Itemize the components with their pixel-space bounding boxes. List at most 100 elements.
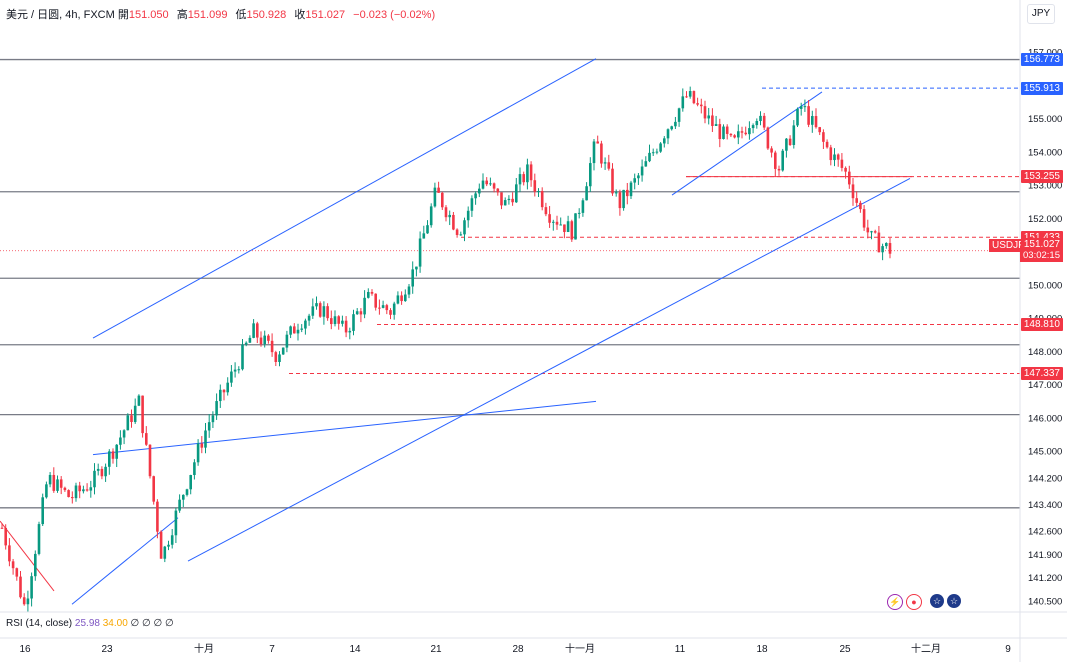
candle-body	[429, 206, 433, 226]
candle-body	[444, 207, 448, 218]
candle-body	[167, 544, 170, 547]
currency-button[interactable]: JPY	[1027, 4, 1055, 24]
candle-body	[93, 470, 96, 488]
candle-body	[389, 310, 392, 315]
low-value: 150.928	[246, 9, 287, 21]
candle-body	[67, 490, 70, 498]
candle-body	[870, 231, 873, 233]
candle-body	[37, 524, 41, 554]
y-tick-label: 148.000	[1028, 347, 1062, 358]
y-tick-label: 144.200	[1028, 473, 1062, 484]
candle-body	[881, 246, 884, 253]
candle-body	[196, 443, 200, 463]
candle-body	[570, 221, 574, 240]
candle-body	[681, 96, 685, 109]
candle-body	[611, 168, 614, 194]
candle-body	[407, 286, 411, 295]
candle-body	[500, 192, 503, 206]
candle-body	[259, 337, 263, 345]
candle-body	[452, 214, 455, 230]
candle-body	[540, 191, 544, 208]
x-tick-label: 23	[101, 644, 113, 655]
candle-body	[626, 189, 629, 197]
candle-body	[522, 174, 525, 183]
candle-body	[15, 568, 19, 577]
candle-body	[381, 305, 385, 308]
candle-body	[589, 163, 592, 187]
candle-body	[56, 479, 59, 491]
candle-body	[492, 183, 496, 189]
candle-body	[0, 527, 4, 529]
close-label: 收	[294, 9, 306, 21]
x-tick-label: 18	[756, 644, 768, 655]
candle-body	[422, 233, 426, 239]
y-tick-label: 154.000	[1028, 147, 1062, 158]
candle-body	[711, 115, 714, 126]
candle-body	[233, 369, 237, 372]
candle-body	[448, 214, 451, 218]
candle-body	[796, 108, 799, 126]
candle-body	[296, 329, 300, 334]
us-flag-icon[interactable]: ☆	[930, 594, 944, 608]
record-icon[interactable]: ●	[906, 594, 922, 610]
candle-body	[289, 326, 292, 335]
candle-body	[48, 474, 52, 485]
candle-body	[474, 193, 477, 199]
candle-body	[533, 180, 537, 192]
x-tick-label: 十一月	[565, 642, 595, 655]
candle-body	[714, 124, 718, 126]
candle-body	[677, 108, 681, 122]
candle-body	[700, 104, 703, 107]
candle-body	[274, 352, 278, 362]
candle-body	[848, 171, 851, 185]
trend-lines	[0, 58, 911, 605]
candle-body	[19, 576, 22, 598]
candle-body	[226, 382, 229, 393]
candle-body	[411, 269, 414, 287]
x-tick-label: 11	[675, 644, 686, 655]
close-value: 151.027	[305, 9, 346, 21]
candle-body	[115, 444, 118, 459]
candle-body	[618, 192, 622, 209]
y-tick-label: 141.200	[1028, 573, 1062, 584]
x-tick-label: 21	[430, 644, 442, 655]
candle-body	[685, 96, 688, 98]
candle-body	[344, 320, 348, 333]
candle-body	[178, 499, 181, 511]
us-flag-icon[interactable]: ☆	[947, 594, 961, 608]
candle-body	[133, 405, 137, 423]
candle-body	[71, 497, 74, 499]
candle-body	[666, 129, 670, 139]
candle-body	[248, 337, 252, 343]
y-tick-label: 152.000	[1028, 214, 1062, 225]
candle-body	[529, 164, 533, 181]
candle-body	[814, 116, 818, 128]
candle-body	[622, 189, 625, 209]
candle-body	[285, 334, 289, 348]
trend-line	[0, 520, 55, 592]
trend-line	[671, 91, 823, 196]
symbol-label[interactable]: 美元 / 日圆, 4h, FXCM	[6, 9, 115, 21]
low-label: 低	[235, 9, 247, 21]
candle-body	[400, 295, 403, 302]
candle-body	[108, 451, 111, 467]
open-value: 151.050	[128, 9, 169, 21]
x-tick-label: 9	[1005, 644, 1011, 655]
candle-body	[348, 330, 352, 333]
candle-body	[307, 315, 311, 321]
candle-body	[222, 389, 226, 393]
candle-body	[130, 415, 133, 423]
candle-body	[459, 234, 463, 236]
candle-body	[762, 115, 766, 128]
candle-body	[326, 306, 329, 319]
candle-body	[633, 178, 636, 183]
candle-body	[89, 487, 93, 491]
rsi-legend[interactable]: RSI (14, close) 25.98 34.00 ∅ ∅ ∅ ∅	[6, 618, 174, 629]
candle-body	[330, 318, 333, 325]
candle-body	[318, 303, 322, 317]
candle-body	[174, 510, 178, 536]
candle-body	[300, 328, 303, 330]
candle-body	[873, 231, 877, 233]
lightning-icon[interactable]: ⚡	[887, 594, 903, 610]
